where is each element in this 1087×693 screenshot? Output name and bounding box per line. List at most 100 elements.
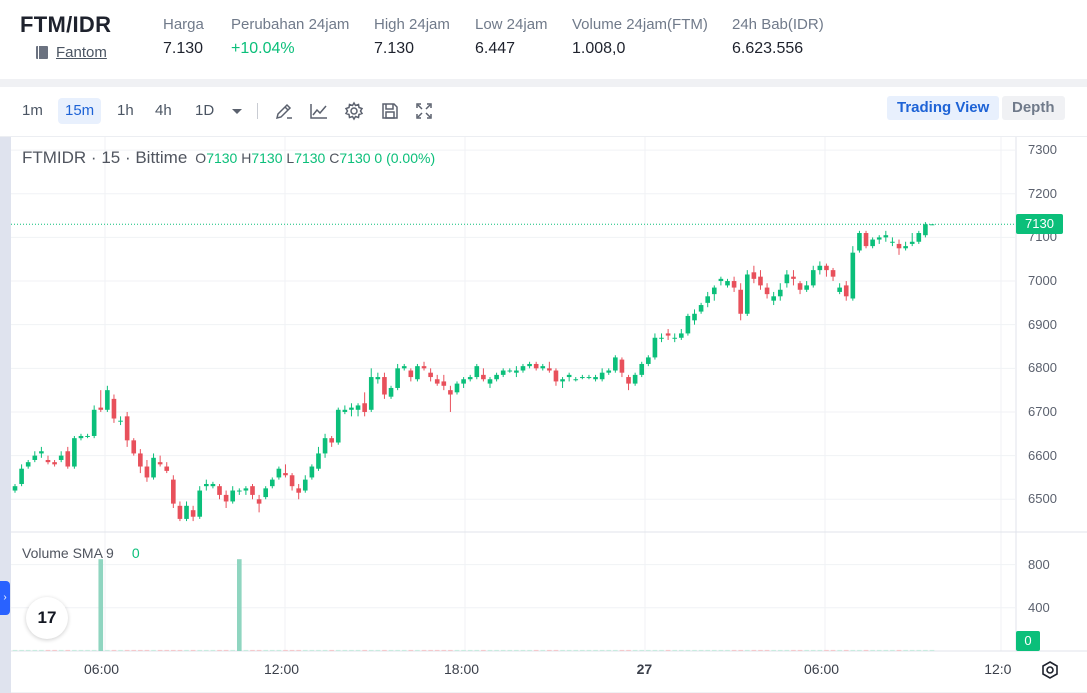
toolbar-divider [257, 103, 258, 119]
candle-body [876, 237, 882, 240]
volume-bar [909, 649, 915, 651]
price-chart[interactable]: FTMIDR · 15 · Bittime O7130 H7130 L7130 … [0, 136, 1087, 693]
volume-bar [652, 649, 658, 651]
volume-bar [197, 649, 203, 651]
candle-body [547, 368, 552, 371]
candle-body [151, 457, 156, 478]
volume-bar [791, 649, 796, 651]
volume-bar [190, 649, 196, 651]
x-tick-label: 12:00 [264, 661, 300, 677]
volume-bar [408, 649, 414, 651]
candle-body [573, 379, 579, 381]
stat-change-24h: Perubahan 24jam +10.04% [231, 16, 349, 58]
candle-body [514, 370, 519, 373]
timeframe-1h[interactable]: 1h [117, 102, 134, 119]
candle-body [25, 462, 31, 467]
candle-body [744, 274, 750, 314]
timeframe-1m[interactable]: 1m [22, 102, 43, 119]
candle-body [230, 490, 236, 502]
volume-bar [388, 649, 394, 651]
chevron-down-icon[interactable] [226, 100, 248, 122]
candle-body [520, 366, 526, 371]
stat-label: High 24jam [374, 16, 450, 33]
candle-body [302, 479, 308, 491]
candle-body [164, 466, 170, 471]
candle-body [646, 357, 651, 364]
volume-bar [705, 649, 711, 651]
candle-body [817, 265, 823, 271]
candle-body [672, 337, 678, 339]
coin-link-label[interactable]: Fantom [56, 44, 107, 61]
candle-body [665, 333, 671, 336]
candle-body [78, 435, 84, 439]
candle-body [448, 390, 453, 395]
candle-body [540, 366, 546, 369]
candle-body [791, 276, 796, 279]
timeframe-1d[interactable]: 1D [195, 102, 215, 119]
candle-body [916, 233, 922, 242]
sidebar-toggle-handle[interactable]: › [0, 581, 10, 615]
volume-bar [646, 649, 651, 651]
candle-body [309, 466, 315, 478]
candle-body [850, 252, 856, 299]
stat-volume-24h: Volume 24jam(FTM) 1.008,0 [572, 16, 708, 58]
volume-bar [843, 649, 849, 651]
legend-close: 7130 [339, 150, 371, 166]
fullscreen-icon[interactable] [413, 100, 435, 122]
volume-bar [309, 649, 315, 651]
stat-value: 6.447 [475, 40, 516, 57]
target-icon[interactable] [1040, 660, 1060, 680]
volume-tick-label: 800 [1028, 556, 1050, 572]
timeframe-4h[interactable]: 4h [155, 102, 172, 119]
pencil-icon[interactable] [273, 100, 295, 122]
candle-body [705, 296, 711, 303]
candle-body [679, 333, 684, 338]
candle-body [626, 377, 631, 384]
coin-link[interactable]: Fantom [36, 44, 107, 61]
candle-body [91, 409, 97, 436]
candle-body [296, 488, 301, 493]
save-icon[interactable] [379, 100, 401, 122]
candle-body [177, 505, 183, 519]
volume-bar [685, 649, 691, 651]
candle-body [316, 453, 321, 469]
legend-change: 0 (0.00%) [374, 150, 436, 166]
last-volume-tag: 0 [1016, 631, 1040, 651]
indicator-icon[interactable] [308, 100, 330, 122]
volume-bar [58, 649, 64, 651]
timeframe-15m[interactable]: 15m [58, 98, 102, 124]
stat-label: 24h Bab(IDR) [732, 16, 824, 33]
y-tick-label: 6800 [1028, 360, 1057, 376]
legend-symbol: FTMIDR · 15 · Bittime [22, 148, 188, 167]
volume-bar [514, 649, 519, 651]
stat-label: Volume 24jam(FTM) [572, 16, 708, 33]
chart-canvas[interactable] [0, 137, 1087, 693]
volume-bar [85, 649, 90, 651]
trading-view-tab[interactable]: Trading View [887, 96, 1000, 120]
gear-icon[interactable] [343, 100, 365, 122]
volume-bar [738, 649, 743, 651]
volume-bar [632, 649, 638, 651]
volume-bar [870, 649, 875, 651]
volume-bar [560, 649, 565, 651]
candle-body [335, 409, 341, 443]
legend-low: 7130 [294, 150, 326, 166]
candle-body [804, 285, 809, 290]
tradingview-logo[interactable]: 17 [26, 597, 68, 639]
stat-price: Harga 7.130 [163, 16, 204, 58]
candle-body [368, 377, 374, 410]
volume-bar [276, 649, 282, 651]
candle-body [711, 287, 717, 295]
x-tick-label: 18:00 [444, 661, 480, 677]
volume-bar [824, 649, 829, 651]
candle-body [223, 494, 229, 502]
depth-tab[interactable]: Depth [1002, 96, 1065, 120]
candle-body [204, 483, 209, 487]
candle-body [890, 241, 895, 243]
volume-bar [171, 649, 176, 651]
volume-bar [19, 649, 24, 651]
candle-body [105, 390, 110, 410]
stat-value: 7.130 [374, 40, 415, 57]
candle-body [837, 287, 842, 292]
candle-body [500, 370, 506, 375]
